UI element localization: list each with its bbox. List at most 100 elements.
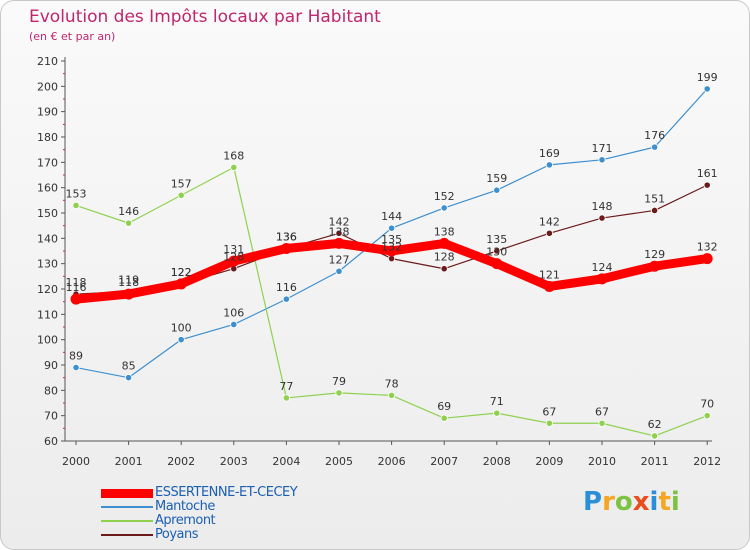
data-label-essertenne-et-cecey: 121 (539, 268, 560, 281)
data-point-mantoche (230, 320, 238, 329)
data-point-essertenne-et-cecey (123, 288, 135, 300)
data-label-apremont: 70 (700, 398, 714, 411)
legend-swatch (101, 506, 153, 508)
y-tick-label: 120 (37, 283, 58, 296)
data-label-essertenne-et-cecey: 122 (171, 266, 192, 279)
data-label-mantoche: 106 (223, 306, 244, 319)
data-label-apremont: 69 (437, 400, 451, 413)
data-label-mantoche: 169 (539, 147, 560, 160)
logo-letter: i (649, 487, 659, 517)
proxiti-logo: Proxiti (583, 487, 680, 517)
data-label-poyans: 132 (381, 241, 402, 254)
data-label-apremont: 77 (279, 380, 293, 393)
data-label-essertenne-et-cecey: 130 (486, 246, 507, 259)
x-tick-label: 2000 (62, 455, 90, 468)
data-label-poyans: 118 (66, 276, 87, 289)
data-label-poyans: 151 (644, 192, 665, 205)
data-label-mantoche: 176 (644, 129, 665, 142)
data-point-apremont (282, 394, 290, 402)
data-label-poyans: 161 (697, 167, 718, 180)
data-label-apremont: 153 (66, 187, 87, 200)
data-label-poyans: 142 (329, 215, 350, 228)
y-tick-label: 200 (37, 80, 58, 93)
data-point-apremont (230, 163, 238, 171)
data-point-mantoche (387, 224, 396, 232)
data-point-apremont (493, 409, 501, 417)
data-point-mantoche (177, 336, 185, 344)
y-tick-label: 150 (37, 207, 58, 220)
x-tick-label: 2001 (115, 455, 143, 468)
data-label-poyans: 142 (539, 215, 560, 228)
data-label-essertenne-et-cecey: 116 (66, 281, 87, 294)
data-point-mantoche (282, 295, 290, 303)
data-label-apremont: 67 (595, 405, 609, 418)
x-tick-label: 2008 (483, 455, 511, 468)
data-label-essertenne-et-cecey: 118 (118, 276, 139, 289)
data-point-poyans (703, 181, 711, 189)
logo-letter: o (614, 487, 633, 517)
x-tick-label: 2003 (220, 455, 248, 468)
y-tick-label: 60 (44, 435, 58, 448)
data-label-poyans: 128 (434, 251, 455, 264)
legend-label: Mantoche (155, 499, 215, 514)
data-label-apremont: 71 (490, 395, 504, 408)
data-point-apremont (72, 201, 80, 209)
legend-swatch (101, 489, 153, 498)
y-tick-label: 90 (44, 359, 58, 372)
y-tick-label: 180 (37, 131, 58, 144)
data-label-poyans: 122 (171, 266, 192, 279)
data-label-poyans: 128 (223, 251, 244, 264)
data-point-apremont (335, 389, 343, 397)
data-label-essertenne-et-cecey: 132 (697, 241, 718, 254)
data-label-essertenne-et-cecey: 131 (223, 243, 244, 256)
y-tick-label: 130 (37, 258, 58, 271)
data-label-mantoche: 100 (171, 322, 192, 335)
data-point-essertenne-et-cecey (701, 253, 713, 265)
data-point-essertenne-et-cecey (280, 242, 292, 254)
data-point-essertenne-et-cecey (228, 255, 240, 267)
data-point-mantoche (703, 85, 711, 93)
data-point-poyans (440, 265, 448, 273)
data-point-essertenne-et-cecey (491, 258, 503, 270)
data-point-mantoche (72, 363, 80, 372)
x-tick-label: 2012 (693, 455, 721, 468)
data-label-essertenne-et-cecey: 136 (276, 230, 297, 243)
y-tick-label: 140 (37, 232, 58, 245)
data-label-mantoche: 116 (276, 281, 297, 294)
data-label-apremont: 62 (648, 418, 662, 431)
data-point-mantoche (545, 161, 554, 169)
logo-letter: i (670, 487, 680, 517)
data-point-poyans (493, 247, 501, 255)
data-label-poyans: 119 (118, 274, 139, 287)
data-point-mantoche (440, 204, 448, 212)
data-point-poyans (335, 229, 343, 237)
data-point-mantoche (650, 143, 659, 151)
chart-title: Evolution des Impôts locaux par Habitant (29, 7, 381, 27)
data-point-apremont (177, 191, 185, 199)
data-point-mantoche (493, 186, 501, 194)
data-label-essertenne-et-cecey: 124 (592, 261, 613, 274)
data-point-poyans (650, 206, 659, 215)
data-label-apremont: 79 (332, 375, 346, 388)
data-point-mantoche (125, 374, 133, 382)
data-label-poyans: 135 (486, 233, 507, 246)
data-point-poyans (598, 214, 606, 222)
data-label-essertenne-et-cecey: 129 (644, 248, 665, 261)
data-label-mantoche: 171 (592, 142, 613, 155)
data-label-apremont: 168 (223, 149, 244, 162)
data-label-mantoche: 159 (486, 172, 507, 185)
data-point-essertenne-et-cecey (438, 237, 450, 249)
data-label-mantoche: 89 (69, 350, 83, 363)
y-tick-label: 160 (37, 182, 58, 195)
x-tick-label: 2009 (535, 455, 563, 468)
data-label-apremont: 67 (542, 405, 556, 418)
logo-letter: x (632, 487, 650, 517)
y-tick-label: 170 (37, 156, 58, 169)
data-point-apremont (545, 419, 554, 427)
y-tick-label: 210 (37, 55, 58, 68)
x-tick-label: 2007 (430, 455, 458, 468)
data-point-poyans (545, 229, 554, 237)
logo-letter: P (583, 487, 603, 517)
